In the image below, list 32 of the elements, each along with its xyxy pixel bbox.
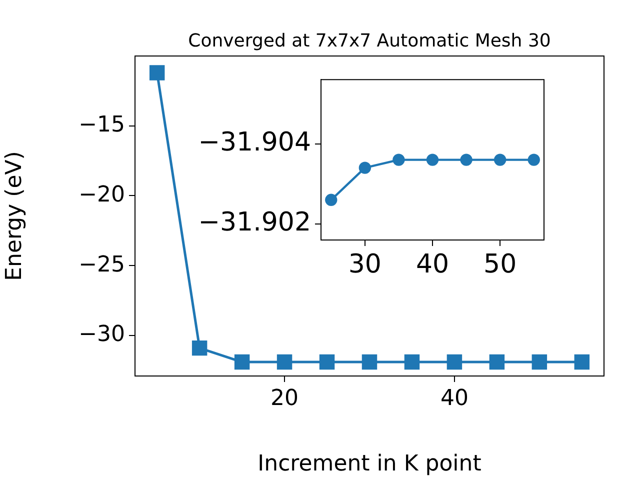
point <box>528 154 540 166</box>
point <box>460 154 472 166</box>
x-tick-label: 50 <box>484 249 517 280</box>
point <box>489 354 505 370</box>
x-tick-label: 40 <box>440 386 468 411</box>
x-axis-title: Increment in K point <box>258 452 482 477</box>
point <box>532 354 548 370</box>
y-tick-label: −20 <box>78 182 125 208</box>
y-tick-label: −15 <box>78 112 125 138</box>
point <box>574 354 590 370</box>
point <box>319 354 335 370</box>
point <box>276 354 292 370</box>
y-tick-label: −25 <box>78 252 125 278</box>
x-tick-label: 40 <box>416 249 450 280</box>
point <box>446 354 462 370</box>
point <box>426 154 439 166</box>
x-tick-label: 20 <box>270 386 299 411</box>
point <box>392 154 405 166</box>
point <box>192 340 208 356</box>
point <box>404 354 420 370</box>
chart-title: Converged at 7x7x7 Automatic Mesh 30 <box>188 30 551 52</box>
point <box>234 354 250 370</box>
y-axis-title: Energy (eV) <box>2 151 27 281</box>
y-tick-label: −31.904 <box>198 128 311 158</box>
point <box>325 194 338 206</box>
point <box>358 162 372 174</box>
point <box>362 354 378 370</box>
point <box>149 65 165 80</box>
y-tick-label: −30 <box>78 322 125 348</box>
point <box>494 154 506 166</box>
x-tick-label: 30 <box>348 249 382 280</box>
y-tick-label: −31.902 <box>198 208 311 238</box>
